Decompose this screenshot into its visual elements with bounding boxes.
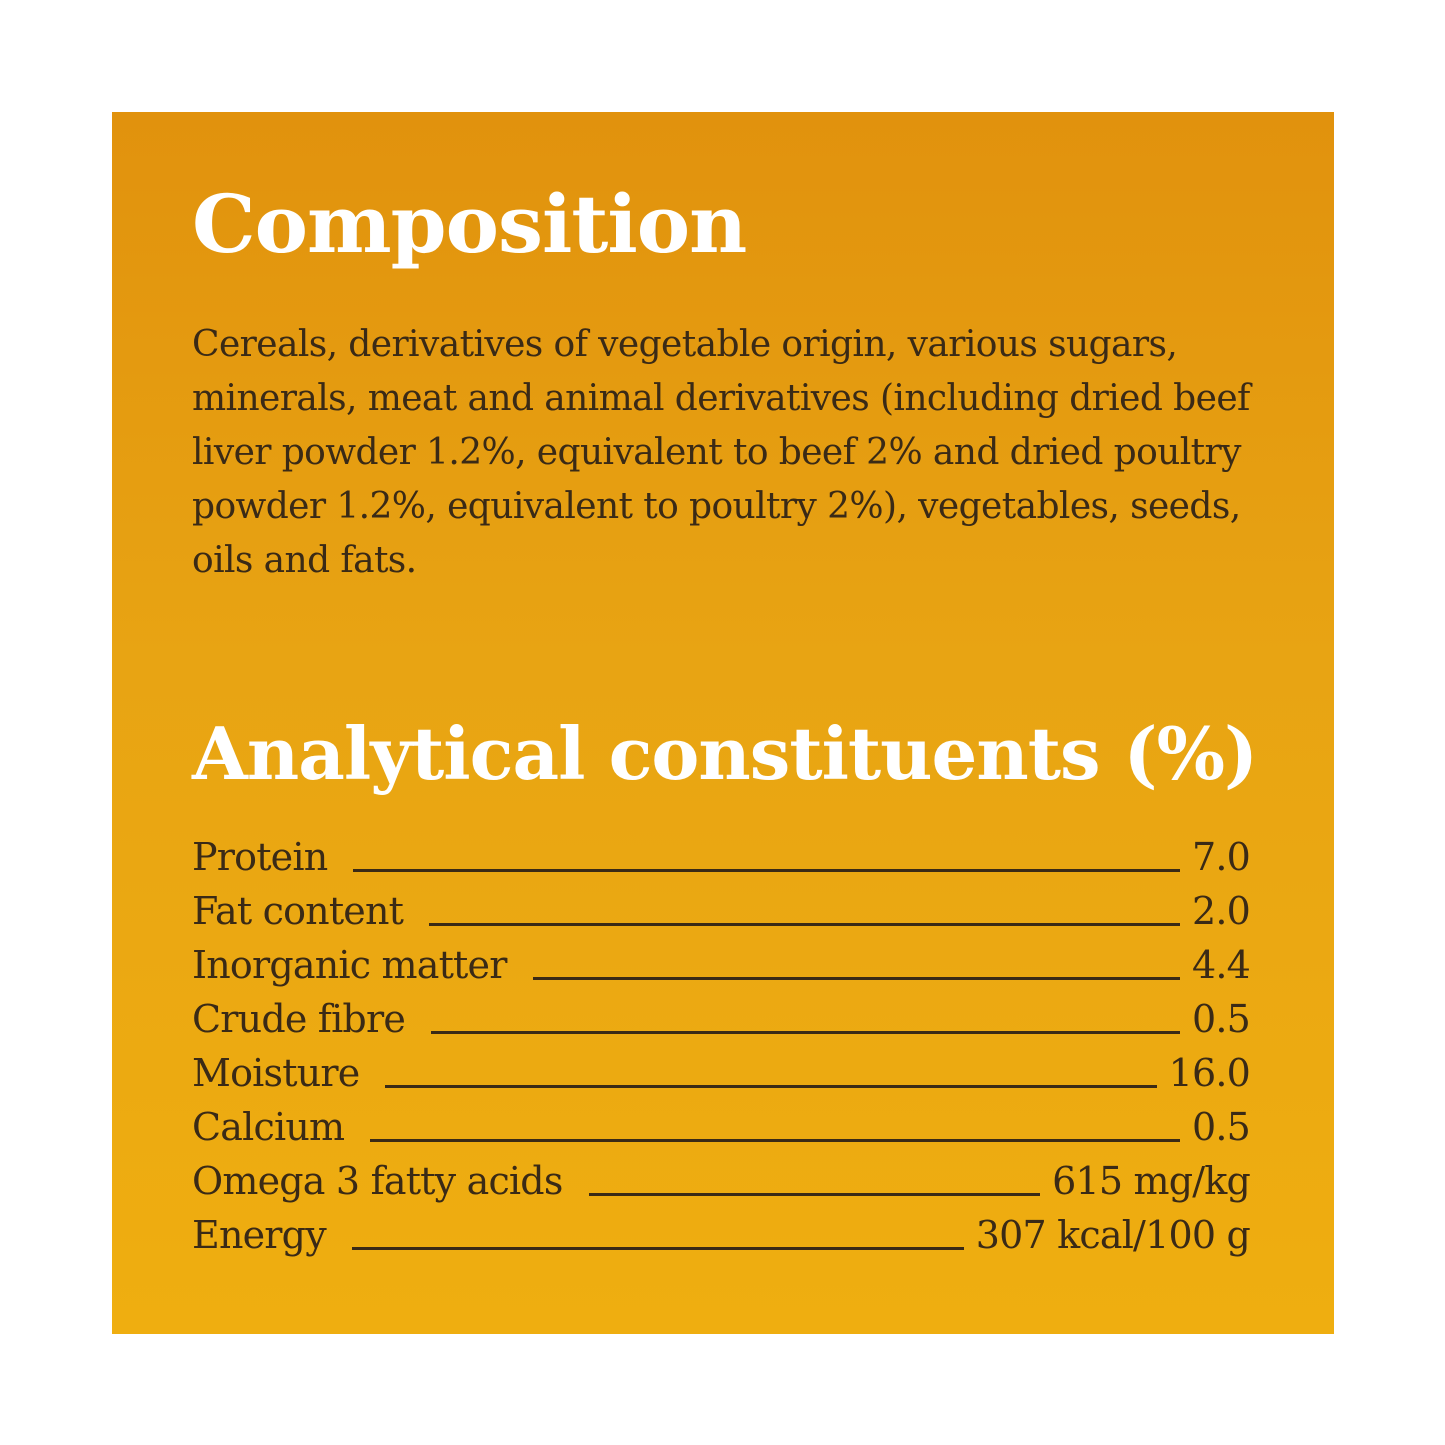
constituent-label: Energy <box>192 1213 327 1257</box>
constituent-row-calcium: Calcium 0.5 <box>192 1102 1251 1156</box>
constituent-label: Inorganic matter <box>192 943 507 987</box>
analytical-constituents-heading: Analytical constituents (%) <box>192 711 1258 796</box>
constituent-row-protein: Protein 7.0 <box>192 832 1251 886</box>
constituent-label: Moisture <box>192 1051 360 1095</box>
leader-line <box>370 1139 1180 1142</box>
leader-line <box>431 1031 1180 1034</box>
composition-heading: Composition <box>192 177 747 271</box>
constituent-label: Crude fibre <box>192 997 406 1041</box>
constituent-value: 4.4 <box>1191 943 1251 987</box>
nutrition-panel: Composition Cereals, derivatives of vege… <box>112 112 1334 1334</box>
constituent-row-fat-content: Fat content 2.0 <box>192 886 1251 940</box>
constituent-row-moisture: Moisture 16.0 <box>192 1048 1251 1102</box>
constituent-label: Omega 3 fatty acids <box>192 1159 563 1203</box>
constituent-row-crude-fibre: Crude fibre 0.5 <box>192 994 1251 1048</box>
constituent-row-energy: Energy 307 kcal/100 g <box>192 1210 1251 1264</box>
constituent-label: Fat content <box>192 889 404 933</box>
leader-line <box>351 1247 964 1250</box>
constituent-value: 7.0 <box>1191 835 1251 879</box>
constituent-row-inorganic-matter: Inorganic matter 4.4 <box>192 940 1251 994</box>
constituent-value: 16.0 <box>1168 1051 1251 1095</box>
constituent-row-omega-3: Omega 3 fatty acids 615 mg/kg <box>192 1156 1251 1210</box>
constituent-label: Calcium <box>192 1105 345 1149</box>
constituent-value: 0.5 <box>1191 1105 1251 1149</box>
leader-line <box>532 977 1180 980</box>
constituent-value: 615 mg/kg <box>1052 1159 1251 1203</box>
leader-line <box>385 1085 1157 1088</box>
constituent-value: 307 kcal/100 g <box>975 1213 1251 1257</box>
analytical-constituents-table: Protein 7.0 Fat content 2.0 Inorganic ma… <box>192 832 1251 1264</box>
constituent-value: 2.0 <box>1191 889 1251 933</box>
constituent-value: 0.5 <box>1191 997 1251 1041</box>
leader-line <box>429 923 1180 926</box>
leader-line <box>353 869 1180 872</box>
composition-text: Cereals, derivatives of vegetable origin… <box>192 324 1250 581</box>
constituent-label: Protein <box>192 835 328 879</box>
leader-line <box>588 1193 1041 1196</box>
